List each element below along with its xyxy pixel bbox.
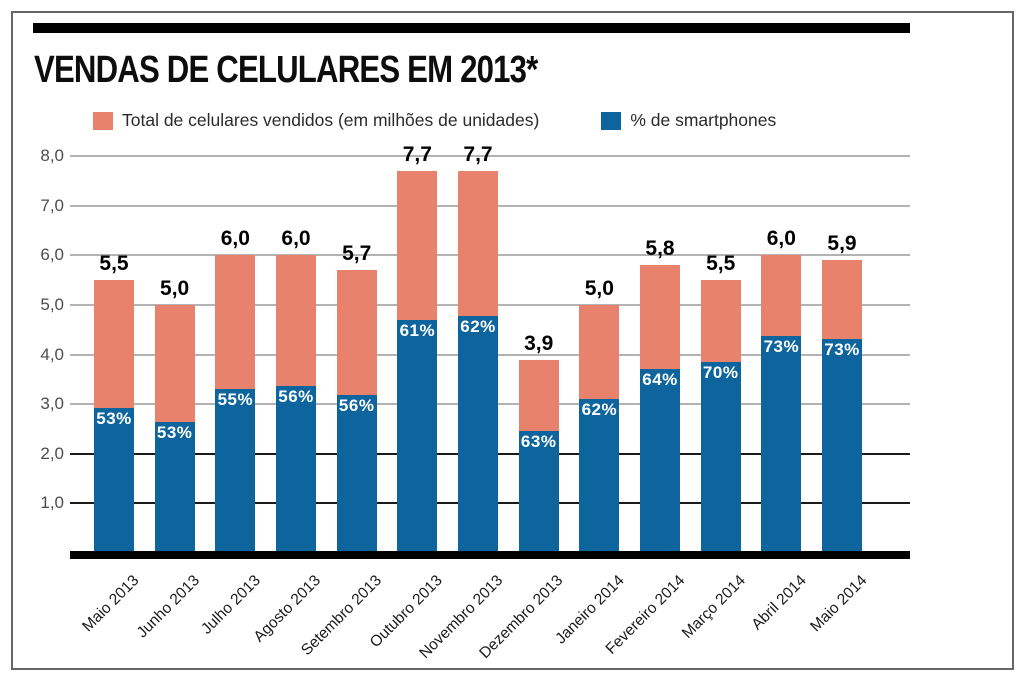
bar-value-label: 5,0 xyxy=(584,277,614,300)
bar-value-label: 5,5 xyxy=(706,252,736,276)
bar-smartphone xyxy=(640,368,681,553)
bar-smartphone xyxy=(761,335,802,553)
bar-value-label: 3,9 xyxy=(524,331,554,355)
y-axis-tick-label: 5,0 xyxy=(40,295,64,314)
bar-value-label: 5,8 xyxy=(645,237,675,261)
bar-smartphone xyxy=(397,320,438,553)
y-axis-tick-label: 7,0 xyxy=(40,195,64,215)
bar-smartphone xyxy=(458,316,499,553)
gridline xyxy=(70,155,910,158)
bar-percent-label: 70% xyxy=(702,363,739,383)
y-axis-tick-label: 8,0 xyxy=(40,146,64,166)
legend: Total de celulares vendidos (em milhões … xyxy=(93,110,776,131)
x-axis-baseline xyxy=(70,551,910,559)
bar-percent-label: 56% xyxy=(278,387,314,407)
bar-value-label: 7,7 xyxy=(402,143,432,167)
bar-smartphone xyxy=(154,421,195,553)
legend-item-smartphones: % de smartphones xyxy=(601,110,776,131)
bar-percent-label: 64% xyxy=(642,369,678,389)
bar-percent-label: 62% xyxy=(460,317,496,337)
bar-percent-label: 73% xyxy=(824,340,860,360)
bar-smartphone xyxy=(518,431,559,553)
y-axis-tick-label: 6,0 xyxy=(40,245,64,265)
x-axis-month-label: Abril 2014 xyxy=(748,572,810,634)
bar-value-label: 5,5 xyxy=(99,252,129,276)
x-axis-month-label: Junho 2013 xyxy=(133,572,203,642)
y-axis-tick-label: 2,0 xyxy=(40,443,64,463)
x-axis-month-label: Março 2014 xyxy=(678,572,749,642)
legend-item-total: Total de celulares vendidos (em milhões … xyxy=(93,110,539,131)
y-axis-tick-label: 3,0 xyxy=(40,394,64,414)
bar-percent-label: 55% xyxy=(217,390,254,410)
legend-label-total: Total de celulares vendidos (em milhões … xyxy=(122,110,540,130)
bar-percent-label: 73% xyxy=(763,336,800,356)
bar-percent-label: 63% xyxy=(520,432,557,452)
page-title: VENDAS DE CELULARES EM 2013* xyxy=(34,49,538,91)
bar-percent-label: 53% xyxy=(156,422,193,442)
bar-smartphone xyxy=(336,394,377,553)
bar-percent-label: 53% xyxy=(96,409,132,429)
bar-value-label: 6,0 xyxy=(766,227,796,251)
bar-smartphone xyxy=(700,362,741,553)
bar-value-label: 5,0 xyxy=(160,277,190,300)
bar-value-label: 5,9 xyxy=(827,232,857,256)
bar-smartphone xyxy=(215,389,256,553)
bar-value-label: 7,7 xyxy=(463,143,493,167)
bar-percent-label: 61% xyxy=(399,321,436,341)
bar-smartphone xyxy=(94,408,134,553)
legend-label-smartphones: % de smartphones xyxy=(630,110,777,130)
bar-smartphone xyxy=(822,339,863,553)
x-axis-month-label: Maio 2014 xyxy=(806,572,871,636)
bar-value-label: 5,7 xyxy=(342,242,372,266)
bar-percent-label: 56% xyxy=(338,395,375,415)
bar-percent-label: 62% xyxy=(581,400,618,420)
legend-swatch-smartphones xyxy=(601,111,622,130)
bar-smartphone xyxy=(276,386,316,553)
bar-value-label: 6,0 xyxy=(220,227,250,251)
y-axis-tick-label: 1,0 xyxy=(40,493,64,513)
legend-swatch-total xyxy=(93,111,113,130)
bar-value-label: 6,0 xyxy=(281,227,311,251)
top-accent-bar xyxy=(33,23,910,33)
x-axis-month-label: Maio 2013 xyxy=(78,572,143,636)
y-axis-tick-label: 4,0 xyxy=(40,344,64,364)
bar-smartphone xyxy=(579,399,620,553)
